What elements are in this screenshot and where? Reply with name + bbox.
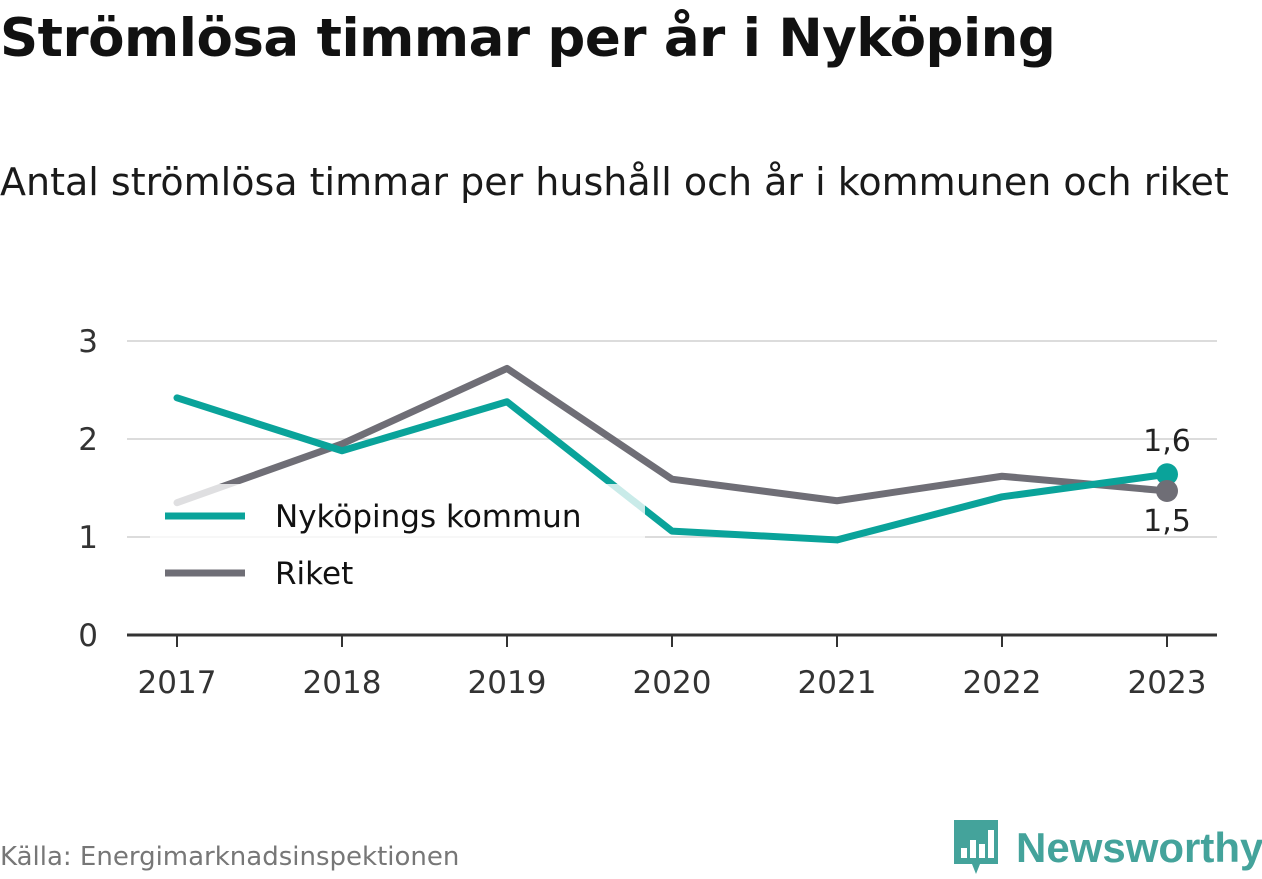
legend-label: Riket: [275, 556, 353, 592]
y-tick-label: 3: [78, 324, 98, 360]
series-end-marker: [1156, 479, 1178, 502]
y-axis-ticks: 0 1 2 3: [78, 324, 98, 654]
x-tick-label: 2017: [138, 665, 217, 701]
end-markers: 1,6 1,5: [1143, 424, 1191, 539]
x-tick-label: 2021: [798, 665, 877, 701]
chart-title: Strömlösa timmar per år i Nyköping: [0, 8, 1056, 69]
x-tick-label: 2023: [1128, 665, 1207, 701]
series-lines: [173, 364, 1171, 544]
series-line: [173, 394, 1171, 544]
y-tick-label: 1: [78, 520, 98, 556]
bar-chart-badge-icon: [954, 820, 998, 874]
x-tick-label: 2022: [963, 665, 1042, 701]
legend: Nyköpings kommun Riket: [150, 484, 645, 604]
source-note: Källa: Energimarknadsinspektionen: [0, 842, 460, 872]
series-line: [173, 364, 1171, 507]
logo-text: Newsworthy: [1016, 824, 1262, 871]
x-tick-label: 2019: [468, 665, 547, 701]
y-tick-label: 0: [78, 618, 98, 654]
data-label: 1,5: [1143, 504, 1191, 539]
y-tick-label: 2: [78, 422, 98, 458]
data-label: 1,6: [1143, 424, 1191, 459]
x-axis: 2017 2018 2019 2020 2021 2022 2023: [127, 633, 1217, 701]
series-end-marker: [1156, 463, 1178, 486]
x-tick-label: 2018: [303, 665, 382, 701]
x-tick-label: 2020: [633, 665, 712, 701]
legend-background: [150, 484, 645, 604]
legend-label: Nyköpings kommun: [275, 499, 581, 535]
newsworthy-logo: Newsworthy: [950, 818, 1262, 878]
chart-subtitle: Antal strömlösa timmar per hushåll och å…: [0, 160, 1229, 204]
